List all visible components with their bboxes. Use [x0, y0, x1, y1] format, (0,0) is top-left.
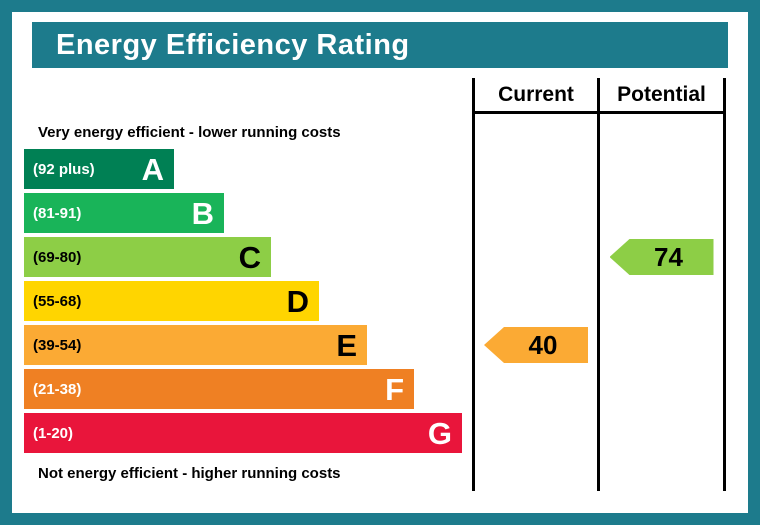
band-row-d: (55-68) D — [24, 279, 726, 323]
band-range-label: (1-20) — [33, 424, 74, 442]
band-row-e: (39-54) E 40 — [24, 323, 726, 367]
top-note: Very energy efficient - lower running co… — [38, 124, 341, 141]
page-title: Energy Efficiency Rating — [56, 28, 410, 61]
band-bar: (55-68) D — [24, 281, 319, 321]
band-row-f: (21-38) F — [24, 367, 726, 411]
top-note-row: Very energy efficient - lower running co… — [24, 114, 726, 147]
current-column-cell — [472, 367, 597, 411]
potential-column-cell — [597, 191, 726, 235]
potential-column-cell — [597, 147, 726, 191]
current-column-cell — [472, 147, 597, 191]
current-column-cell — [472, 411, 597, 455]
current-column-cell — [472, 114, 597, 147]
band-bar: (69-80) C — [24, 237, 271, 277]
band-bar: (92 plus) A — [24, 149, 174, 189]
band-range-label: (69-80) — [33, 248, 82, 266]
band-letter: A — [141, 151, 164, 187]
potential-column-cell — [597, 323, 726, 367]
band-row-c: (69-80) C 74 — [24, 235, 726, 279]
band-range-label: (81-91) — [33, 204, 82, 222]
potential-column-cell — [597, 279, 726, 323]
band-bar: (39-54) E — [24, 325, 367, 365]
current-column-cell — [472, 455, 597, 491]
band-row-a: (92 plus) A — [24, 147, 726, 191]
current-column-cell — [472, 279, 597, 323]
potential-column-cell — [597, 411, 726, 455]
potential-column-cell — [597, 455, 726, 491]
potential-rating-arrow: 74 — [609, 239, 714, 275]
band-range-label: (39-54) — [33, 336, 82, 354]
current-rating-arrow: 40 — [484, 327, 588, 363]
band-letter: F — [385, 371, 404, 407]
header-spacer — [24, 78, 472, 114]
band-letter: E — [336, 327, 357, 363]
column-header-row: Current Potential — [24, 78, 726, 114]
band-range-label: (55-68) — [33, 292, 82, 310]
band-row-b: (81-91) B — [24, 191, 726, 235]
band-letter: B — [191, 195, 214, 231]
band-bar: (81-91) B — [24, 193, 224, 233]
band-letter: G — [427, 415, 452, 451]
bottom-note-row: Not energy efficient - higher running co… — [24, 455, 726, 491]
band-range-label: (21-38) — [33, 380, 82, 398]
potential-column-header: Potential — [597, 78, 726, 114]
potential-column-cell — [597, 367, 726, 411]
current-column-header: Current — [472, 78, 597, 114]
bottom-note: Not energy efficient - higher running co… — [38, 464, 341, 482]
current-column-cell — [472, 191, 597, 235]
band-letter: C — [238, 239, 261, 275]
band-range-label: (92 plus) — [33, 160, 95, 178]
band-row-g: (1-20) G — [24, 411, 726, 455]
band-bar: (1-20) G — [24, 413, 462, 453]
rating-table: Current Potential Very energy efficient … — [24, 78, 726, 491]
title-bar: Energy Efficiency Rating — [32, 22, 728, 68]
current-column-cell — [472, 235, 597, 279]
epc-chart-body: Energy Efficiency Rating Current Potenti… — [12, 12, 748, 513]
band-letter: D — [286, 283, 309, 319]
band-bar: (21-38) F — [24, 369, 414, 409]
potential-column-cell — [597, 114, 726, 147]
